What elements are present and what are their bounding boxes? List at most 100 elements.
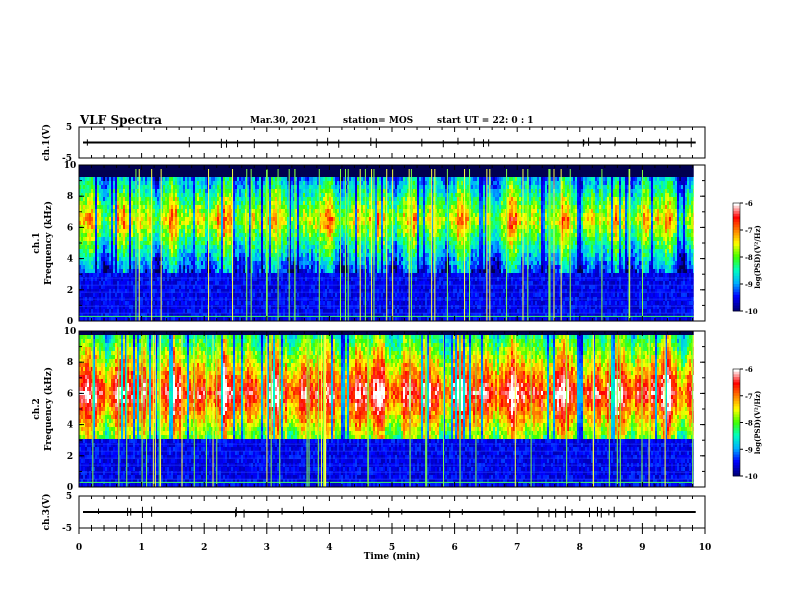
- spectrogram-cell: [115, 237, 117, 241]
- spectrogram-cell: [167, 261, 169, 265]
- spectrogram-cell: [123, 293, 125, 297]
- spectrogram-cell: [269, 217, 271, 221]
- spectrogram-cell: [131, 213, 133, 217]
- spectrogram-cell: [305, 301, 307, 305]
- spectrogram-cell: [167, 277, 169, 281]
- spectrogram-cell: [141, 293, 143, 297]
- spectrogram-cell: [187, 241, 189, 245]
- spectrogram-cell: [95, 237, 97, 241]
- spectrogram-cell: [83, 293, 85, 297]
- spectrogram-cell: [313, 285, 315, 289]
- spectrogram-cell: [89, 301, 91, 305]
- spectrogram-cell: [235, 193, 237, 197]
- spectrogram-cell: [331, 209, 333, 213]
- spectrogram-cell: [241, 285, 243, 289]
- spectrogram-cell: [147, 245, 149, 249]
- spectrogram-cell: [283, 261, 285, 265]
- spectrogram-cell: [195, 293, 197, 297]
- spectrogram-cell: [259, 285, 261, 289]
- spectrogram-cell: [157, 201, 159, 205]
- spectrogram-cell: [97, 185, 99, 189]
- spectrogram-cell: [111, 205, 113, 209]
- spectrogram-cell: [241, 261, 243, 265]
- spectrogram-cell: [303, 237, 305, 241]
- spectrogram-cell: [171, 269, 173, 273]
- spectrogram-cell: [189, 261, 191, 265]
- spectrogram-cell: [275, 181, 277, 185]
- spectrogram-cell: [331, 285, 333, 289]
- spectrogram-cell: [235, 181, 237, 185]
- spectrogram-cell: [197, 277, 199, 281]
- spectrogram-cell: [221, 265, 223, 269]
- spectrogram-cell: [333, 257, 335, 261]
- spectrogram-cell: [163, 197, 165, 201]
- spectrogram-cell: [149, 265, 151, 269]
- spectrogram-cell: [211, 189, 213, 193]
- spectrogram-cell: [343, 209, 345, 213]
- spectrogram-cell: [255, 197, 257, 201]
- spectrogram-cell: [305, 285, 307, 289]
- spectrogram-cell: [247, 309, 249, 313]
- spectrogram-cell: [87, 209, 89, 213]
- spectrogram-cell: [123, 177, 125, 181]
- spectrogram-cell: [335, 221, 337, 225]
- spectrogram-cell: [153, 301, 155, 305]
- spectrogram-cell: [129, 181, 131, 185]
- spectrogram-cell: [121, 225, 123, 229]
- spectrogram-cell: [143, 253, 145, 257]
- spectrogram-cell: [321, 289, 323, 293]
- spectrogram-cell: [305, 277, 307, 281]
- spectrogram-cell: [263, 289, 265, 293]
- spectrogram-cell: [95, 273, 97, 277]
- spectrogram-cell: [179, 301, 181, 305]
- spectrogram-cell: [133, 245, 135, 249]
- spectrogram-cell: [241, 269, 243, 273]
- spectrogram-cell: [229, 181, 231, 185]
- spectrogram-cell: [197, 193, 199, 197]
- spectrogram-cell: [117, 177, 119, 181]
- spectrogram-cell: [321, 197, 323, 201]
- spectrogram-cell: [297, 245, 299, 249]
- spectrogram-cell: [233, 261, 235, 265]
- spectrogram-cell: [145, 181, 147, 185]
- spectrogram-cell: [145, 293, 147, 297]
- spectrogram-cell: [173, 213, 175, 217]
- spectrogram-cell: [99, 281, 101, 285]
- spectrogram-cell: [313, 277, 315, 281]
- spectrogram-cell: [157, 225, 159, 229]
- spectrogram-cell: [273, 261, 275, 265]
- spectrogram-cell: [213, 229, 215, 233]
- spectrogram-cell: [349, 237, 351, 241]
- spectrogram-cell: [83, 217, 85, 221]
- spectrogram-cell: [101, 233, 103, 237]
- spectrogram-cell: [261, 261, 263, 265]
- spectrogram-cell: [217, 221, 219, 225]
- spectrogram-cell: [113, 233, 115, 237]
- spectrogram-cell: [285, 273, 287, 277]
- spectrogram-cell: [323, 269, 325, 273]
- spectrogram-cell: [327, 225, 329, 229]
- spectrogram-cell: [237, 197, 239, 201]
- spectrogram-cell: [315, 177, 317, 181]
- spectrogram-cell: [205, 221, 207, 225]
- spectrogram-cell: [95, 205, 97, 209]
- spectrogram-cell: [123, 301, 125, 305]
- spectrogram-cell: [99, 221, 101, 225]
- spectrogram-cell: [173, 293, 175, 297]
- spectrogram-cell: [221, 217, 223, 221]
- spectrogram-cell: [255, 253, 257, 257]
- spectrogram-cell: [263, 269, 265, 273]
- spectrogram-cell: [95, 189, 97, 193]
- spectrogram-cell: [133, 181, 135, 185]
- spectrogram-cell: [325, 277, 327, 281]
- spectrogram-cell: [337, 309, 339, 313]
- spectrogram-cell: [163, 265, 165, 269]
- spectrogram-cell: [297, 293, 299, 297]
- spectrogram-cell: [229, 229, 231, 233]
- spectrogram-cell: [229, 237, 231, 241]
- spectrogram-cell: [145, 189, 147, 193]
- spectrogram-cell: [269, 285, 271, 289]
- spectrogram-cell: [337, 285, 339, 289]
- spectrogram-cell: [227, 261, 229, 265]
- spectrogram-cell: [281, 181, 283, 185]
